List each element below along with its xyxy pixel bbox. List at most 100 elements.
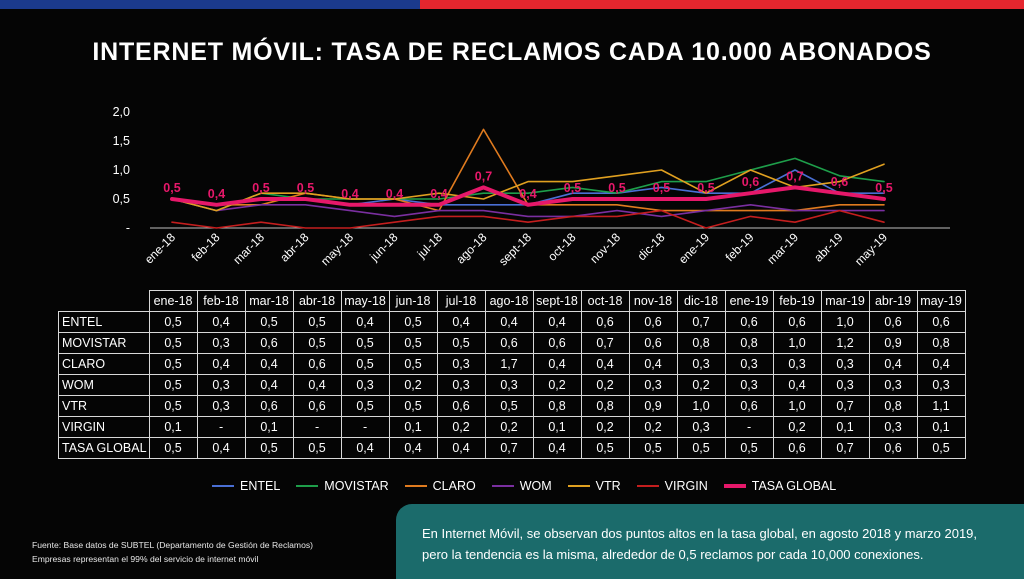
data-table: ene-18 feb-18 mar-18 abr-18 may-18 jun-18 jul-… — [58, 290, 966, 459]
table-cell: 0,3 — [820, 353, 870, 375]
table-cell: 0,5 — [148, 374, 198, 396]
table-cell: 0,5 — [628, 437, 678, 459]
table-cell: 0,4 — [532, 353, 582, 375]
data-label: 0,5 — [163, 181, 180, 195]
x-tick-label: jul-18 — [414, 230, 446, 262]
table-cell: 0,4 — [340, 311, 390, 333]
table-cell: 0,3 — [820, 374, 870, 396]
legend-swatch — [491, 485, 514, 487]
table-cell: 0,7 — [820, 395, 870, 417]
table-cell: 0,6 — [916, 311, 966, 333]
table-cell: 0,3 — [196, 395, 246, 417]
table-cell: 0,4 — [244, 374, 294, 396]
table-header-cell: dic-18 — [676, 290, 726, 312]
x-tick-label: abr-19 — [811, 230, 846, 265]
data-label: 0,4 — [386, 187, 403, 201]
table-cell: 0,3 — [916, 374, 966, 396]
table-cell: 1,1 — [916, 395, 966, 417]
table-cell: 0,6 — [292, 353, 342, 375]
table-cell: 0,3 — [724, 353, 774, 375]
legend-item: VTR — [567, 479, 621, 493]
table-cell: 0,1 — [148, 416, 198, 438]
x-tick-label: ene-18 — [142, 230, 179, 267]
table-header-cell: mar-19 — [820, 290, 870, 312]
legend-swatch — [567, 485, 590, 487]
top-accent-bar-blue — [0, 0, 420, 9]
x-tick-label: oct-18 — [545, 230, 579, 264]
legend-swatch — [636, 485, 659, 487]
table-cell: 0,2 — [676, 374, 726, 396]
x-tick-label: nov-18 — [587, 230, 623, 266]
table-cell: 0,4 — [292, 374, 342, 396]
y-tick-label: 1,5 — [113, 134, 130, 148]
table-cell: 0,4 — [532, 311, 582, 333]
table-cell: 0,4 — [532, 437, 582, 459]
x-tick-label: may-19 — [852, 230, 890, 268]
legend-label: VTR — [595, 479, 621, 493]
top-accent-bar-red — [420, 0, 1024, 9]
table-header-cell: may-18 — [340, 290, 390, 312]
table-header-cell: sept-18 — [532, 290, 582, 312]
x-tick-label: sept-18 — [496, 230, 534, 268]
table-cell: 0,2 — [388, 374, 438, 396]
table-cell: 1,0 — [772, 395, 822, 417]
table-cell: 0,5 — [388, 395, 438, 417]
table-cell: 0,4 — [196, 353, 246, 375]
table-cell: 0,4 — [388, 437, 438, 459]
y-tick-label: 0,5 — [113, 192, 130, 206]
legend-label: TASA GLOBAL — [751, 479, 837, 493]
table-cell: 0,2 — [532, 374, 582, 396]
footnote-note: Empresas representan el 99% del servicio… — [32, 554, 259, 564]
table-cell: 0,3 — [724, 374, 774, 396]
x-tick-label: ago-18 — [453, 230, 490, 267]
data-label: 0,6 — [742, 175, 759, 189]
table-cell: 0,8 — [916, 332, 966, 354]
table-cell: 1,0 — [676, 395, 726, 417]
legend-item: CLARO — [404, 479, 476, 493]
x-tick-label: abr-18 — [277, 230, 312, 265]
chart-legend: ENTEL MOVISTAR CLARO WOM VTR VIRGIN TASA GLOBA… — [212, 479, 836, 493]
table-header-row: ene-18 feb-18 mar-18 abr-18 may-18 jun-18 jul-… — [59, 290, 966, 312]
table-cell: 0,6 — [436, 395, 486, 417]
table-cell: - — [340, 416, 390, 438]
legend-label: CLARO — [432, 479, 476, 493]
table-cell: 0,5 — [580, 437, 630, 459]
table-cell: 0,1 — [532, 416, 582, 438]
legend-swatch — [212, 485, 234, 487]
table-cell: 0,5 — [388, 353, 438, 375]
data-label: 0,4 — [519, 187, 536, 201]
table-cell: 0,3 — [340, 374, 390, 396]
table-cell: 0,4 — [580, 353, 630, 375]
table-row: MOVISTAR 0,5 0,3 0,6 0,5 0,5 0,5 0,5 0,6 0,6 0,7 0,… — [58, 332, 966, 354]
table-cell: 0,8 — [868, 395, 918, 417]
x-tick-label: mar-19 — [764, 230, 801, 267]
data-label: 0,4 — [430, 187, 447, 201]
legend-label: VIRGIN — [664, 479, 708, 493]
table-cell: 0,8 — [676, 332, 726, 354]
table-header-cell: ago-18 — [484, 290, 534, 312]
table-cell: 0,5 — [148, 353, 198, 375]
table-cell: 0,3 — [676, 416, 726, 438]
table-cell: 0,8 — [532, 395, 582, 417]
table-cell: 0,6 — [580, 311, 630, 333]
table-cell: 1,0 — [820, 311, 870, 333]
table-cell: 0,6 — [628, 311, 678, 333]
table-cell: 0,9 — [868, 332, 918, 354]
table-cell: 0,5 — [292, 332, 342, 354]
data-label: 0,5 — [252, 181, 269, 195]
table-cell: 0,4 — [772, 374, 822, 396]
table-cell: 1,7 — [484, 353, 534, 375]
table-cell: 0,6 — [868, 311, 918, 333]
table-cell: 0,3 — [436, 353, 486, 375]
legend-swatch — [723, 484, 746, 488]
table-cell: 0,2 — [436, 416, 486, 438]
series-line-vtr — [171, 163, 885, 212]
table-cell: 0,6 — [724, 311, 774, 333]
table-cell: 0,3 — [196, 332, 246, 354]
table-row: WOM 0,5 0,3 0,4 0,4 0,3 0,2 0,3 0,3 0,2 0,2 0,3 0,2 0… — [58, 374, 966, 396]
table-row: TASA GLOBAL 0,5 0,4 0,5 0,5 0,4 0,4 0,4 0,7 0,4 0,… — [58, 437, 966, 459]
table-cell: 0,4 — [628, 353, 678, 375]
legend-swatch — [404, 485, 427, 487]
table-cell: 0,3 — [436, 374, 486, 396]
table-cell: 0,5 — [676, 437, 726, 459]
